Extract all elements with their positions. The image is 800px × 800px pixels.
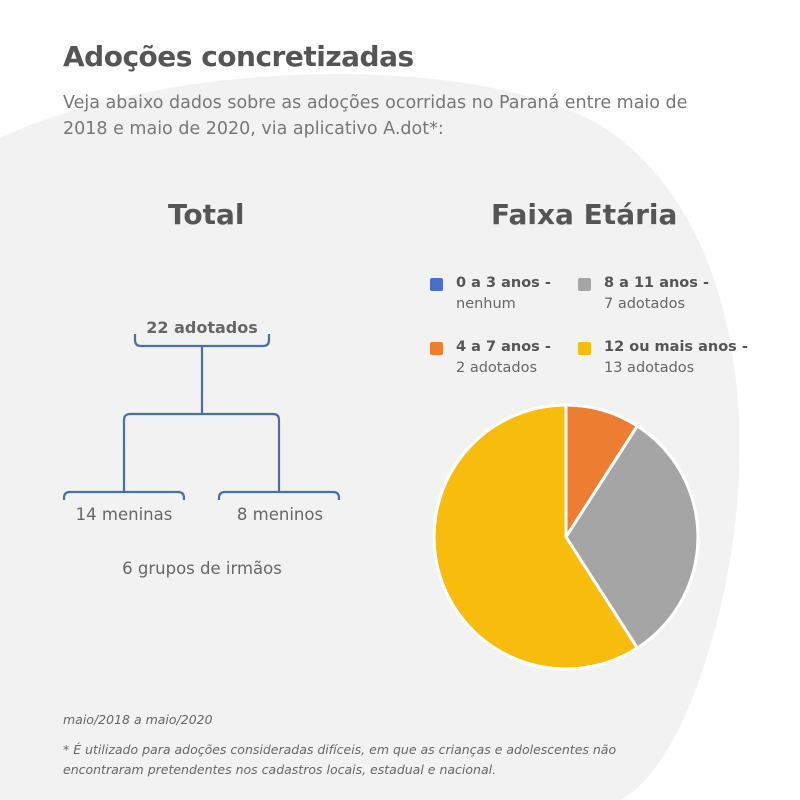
- legend-detail: 7 adotados: [604, 296, 685, 312]
- legend-detail: 13 adotados: [604, 360, 695, 376]
- page-title: Adoções concretizadas: [63, 40, 414, 73]
- page-subtitle: Veja abaixo dados sobre as adoções ocorr…: [63, 93, 688, 139]
- footnote: * É utilizado para adoções consideradas …: [63, 742, 617, 777]
- branch-connector: [122, 412, 281, 446]
- legend-label: 8 a 11 anos -: [604, 275, 709, 291]
- legend-label: 12 ou mais anos -: [604, 339, 748, 355]
- legend-swatch: [578, 342, 591, 355]
- left-bracket: [62, 490, 186, 500]
- sibling-groups-label: 6 grupos de irmãos: [122, 559, 282, 578]
- legend-swatch: [430, 278, 443, 291]
- pie-slices: [432, 403, 700, 671]
- tree-left-label: 14 meninas: [76, 505, 173, 524]
- age-section-title: Faixa Etária: [491, 198, 678, 231]
- tree-root-label: 22 adotados: [146, 318, 258, 337]
- legend-label: 0 a 3 anos -: [456, 275, 551, 291]
- legend-swatch: [578, 278, 591, 291]
- pie-legend: 0 a 3 anos - nenhum 8 a 11 anos - 7 adot…: [430, 273, 770, 383]
- right-bracket: [217, 490, 341, 500]
- legend-swatch: [430, 342, 443, 355]
- pie-outline: [432, 403, 700, 671]
- legend-detail: 2 adotados: [456, 360, 537, 376]
- total-section-title: Total: [168, 198, 245, 231]
- period-label: maio/2018 a maio/2020: [63, 712, 213, 727]
- tree-right-label: 8 meninos: [237, 505, 323, 524]
- legend-detail: nenhum: [456, 296, 516, 312]
- legend-label: 4 a 7 anos -: [456, 339, 551, 355]
